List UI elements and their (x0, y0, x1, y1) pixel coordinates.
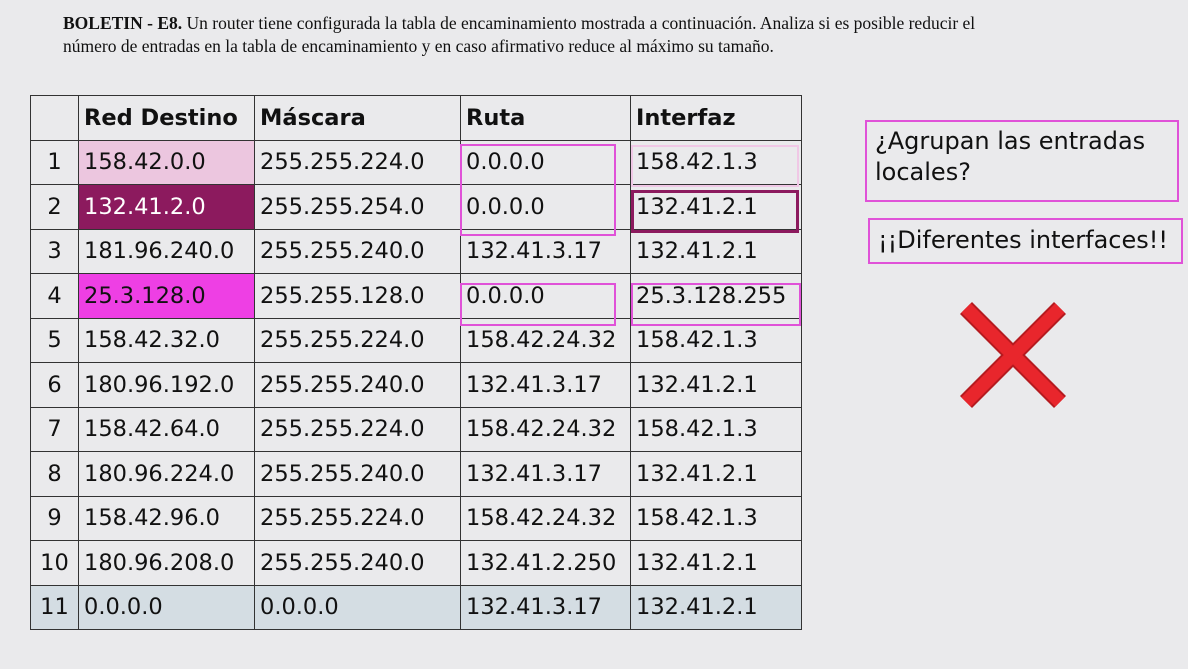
routing-table: Red Destino Máscara Ruta Interfaz 1 158.… (30, 95, 802, 630)
cell-interfaz: 25.3.128.255 (630, 273, 802, 319)
cell-mascara: 255.255.224.0 (254, 317, 461, 363)
cell-mascara: 255.255.254.0 (254, 184, 461, 230)
cell-ruta: 158.42.24.32 (460, 406, 631, 452)
table-row: 7 158.42.64.0 255.255.224.0 158.42.24.32… (30, 406, 802, 452)
problem-text: Un router tiene configurada la tabla de … (63, 13, 976, 56)
cell-red-destino: 181.96.240.0 (78, 228, 255, 274)
cell-mascara: 255.255.224.0 (254, 139, 461, 185)
cell-interfaz: 132.41.2.1 (630, 228, 802, 274)
warning-text: ¡¡Diferentes interfaces!! (878, 226, 1169, 254)
cell-red-destino: 25.3.128.0 (78, 273, 255, 319)
table-row: 6 180.96.192.0 255.255.240.0 132.41.3.17… (30, 362, 802, 408)
cell-interfaz: 132.41.2.1 (630, 362, 802, 408)
cell-ruta: 132.41.3.17 (460, 584, 631, 630)
header-ruta: Ruta (460, 95, 631, 141)
row-index: 10 (30, 540, 79, 586)
row-index: 4 (30, 273, 79, 319)
cell-mascara: 255.255.240.0 (254, 362, 461, 408)
problem-statement: BOLETIN - E8. Un router tiene configurad… (63, 12, 993, 58)
table-row: 9 158.42.96.0 255.255.224.0 158.42.24.32… (30, 495, 802, 541)
cell-red-destino: 158.42.96.0 (78, 495, 255, 541)
cell-red-destino: 158.42.0.0 (78, 139, 255, 185)
red-x-icon (959, 301, 1067, 409)
row-index: 5 (30, 317, 79, 363)
row-index: 9 (30, 495, 79, 541)
row-index: 8 (30, 451, 79, 497)
cell-red-destino: 180.96.224.0 (78, 451, 255, 497)
cell-mascara: 0.0.0.0 (254, 584, 461, 630)
question-note: ¿Agrupan las entradas locales? (865, 120, 1179, 202)
cell-red-destino: 158.42.64.0 (78, 406, 255, 452)
row-index: 7 (30, 406, 79, 452)
cell-ruta: 132.41.2.250 (460, 540, 631, 586)
table-row-default-route: 11 0.0.0.0 0.0.0.0 132.41.3.17 132.41.2.… (30, 584, 802, 630)
cell-red-destino: 180.96.192.0 (78, 362, 255, 408)
table-row: 4 25.3.128.0 255.255.128.0 0.0.0.0 25.3.… (30, 273, 802, 319)
header-interfaz: Interfaz (630, 95, 802, 141)
cell-mascara: 255.255.240.0 (254, 540, 461, 586)
cell-ruta: 132.41.3.17 (460, 362, 631, 408)
cell-ruta: 158.42.24.32 (460, 495, 631, 541)
cell-ruta: 0.0.0.0 (460, 184, 631, 230)
cell-red-destino: 158.42.32.0 (78, 317, 255, 363)
table-row: 10 180.96.208.0 255.255.240.0 132.41.2.2… (30, 540, 802, 586)
cell-ruta: 158.42.24.32 (460, 317, 631, 363)
row-index: 3 (30, 228, 79, 274)
header-mascara: Máscara (254, 95, 461, 141)
cell-interfaz: 158.42.1.3 (630, 495, 802, 541)
row-index: 2 (30, 184, 79, 230)
cell-ruta: 0.0.0.0 (460, 273, 631, 319)
cell-interfaz: 158.42.1.3 (630, 317, 802, 363)
cell-ruta: 132.41.3.17 (460, 451, 631, 497)
cell-mascara: 255.255.240.0 (254, 228, 461, 274)
cell-interfaz: 158.42.1.3 (630, 406, 802, 452)
table-row: 2 132.41.2.0 255.255.254.0 0.0.0.0 132.4… (30, 184, 802, 230)
row-index: 6 (30, 362, 79, 408)
cell-mascara: 255.255.128.0 (254, 273, 461, 319)
problem-label: BOLETIN - E8. (63, 13, 183, 33)
cell-interfaz: 132.41.2.1 (630, 184, 802, 230)
cell-red-destino: 180.96.208.0 (78, 540, 255, 586)
cell-red-destino: 132.41.2.0 (78, 184, 255, 230)
table-row: 5 158.42.32.0 255.255.224.0 158.42.24.32… (30, 317, 802, 363)
cell-ruta: 132.41.3.17 (460, 228, 631, 274)
question-text: ¿Agrupan las entradas locales? (875, 127, 1146, 186)
cell-mascara: 255.255.224.0 (254, 495, 461, 541)
row-index: 11 (30, 584, 79, 630)
cell-mascara: 255.255.224.0 (254, 406, 461, 452)
row-index: 1 (30, 139, 79, 185)
cell-interfaz: 132.41.2.1 (630, 451, 802, 497)
cell-mascara: 255.255.240.0 (254, 451, 461, 497)
warning-note: ¡¡Diferentes interfaces!! (868, 218, 1183, 264)
table-row: 1 158.42.0.0 255.255.224.0 0.0.0.0 158.4… (30, 139, 802, 185)
header-index (30, 95, 79, 141)
cell-interfaz: 132.41.2.1 (630, 540, 802, 586)
cell-interfaz: 158.42.1.3 (630, 139, 802, 185)
cell-ruta: 0.0.0.0 (460, 139, 631, 185)
table-row: 3 181.96.240.0 255.255.240.0 132.41.3.17… (30, 228, 802, 274)
table-row: 8 180.96.224.0 255.255.240.0 132.41.3.17… (30, 451, 802, 497)
header-red-destino: Red Destino (78, 95, 255, 141)
cell-red-destino: 0.0.0.0 (78, 584, 255, 630)
cell-interfaz: 132.41.2.1 (630, 584, 802, 630)
table-header-row: Red Destino Máscara Ruta Interfaz (30, 95, 802, 141)
